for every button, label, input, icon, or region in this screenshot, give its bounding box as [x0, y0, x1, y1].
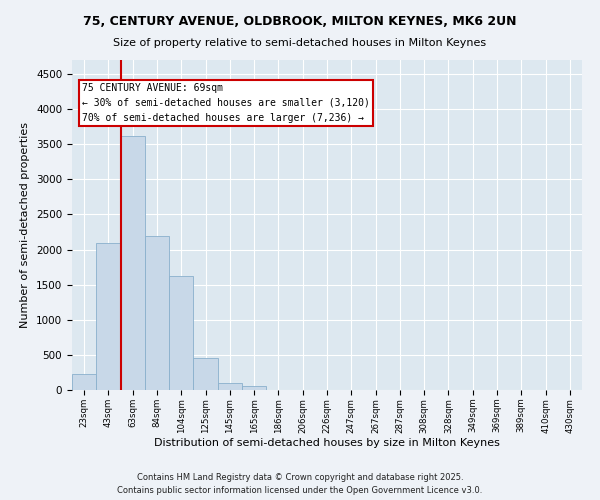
Bar [193, 358, 218, 390]
Text: Size of property relative to semi-detached houses in Milton Keynes: Size of property relative to semi-detach… [113, 38, 487, 48]
Bar [121, 136, 145, 390]
Bar [218, 383, 242, 390]
Text: Contains HM Land Registry data © Crown copyright and database right 2025.
Contai: Contains HM Land Registry data © Crown c… [118, 474, 482, 495]
Y-axis label: Number of semi-detached properties: Number of semi-detached properties [20, 122, 31, 328]
Bar [242, 386, 266, 390]
Bar [96, 242, 121, 390]
Text: 75, CENTURY AVENUE, OLDBROOK, MILTON KEYNES, MK6 2UN: 75, CENTURY AVENUE, OLDBROOK, MILTON KEY… [83, 15, 517, 28]
Bar [72, 374, 96, 390]
Text: 75 CENTURY AVENUE: 69sqm
← 30% of semi-detached houses are smaller (3,120)
70% o: 75 CENTURY AVENUE: 69sqm ← 30% of semi-d… [82, 83, 370, 122]
Bar [145, 236, 169, 390]
X-axis label: Distribution of semi-detached houses by size in Milton Keynes: Distribution of semi-detached houses by … [154, 438, 500, 448]
Bar [169, 276, 193, 390]
